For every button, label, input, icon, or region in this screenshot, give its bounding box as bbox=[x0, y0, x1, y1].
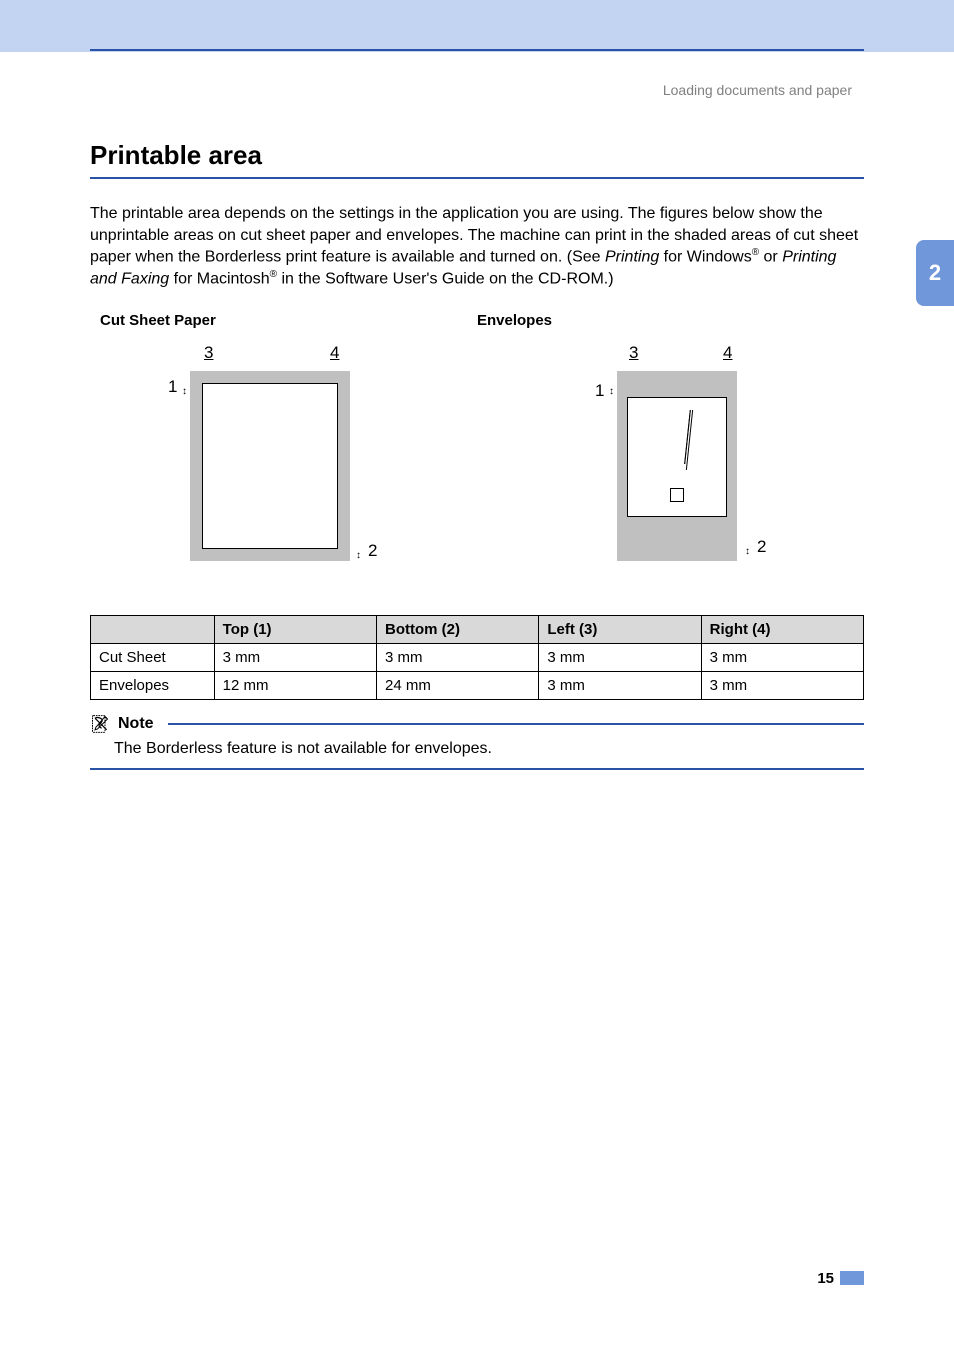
title-rule bbox=[90, 177, 864, 179]
registered-mark: ® bbox=[752, 247, 759, 258]
footer-accent bbox=[840, 1271, 864, 1285]
table-row: Cut Sheet 3 mm 3 mm 3 mm 3 mm bbox=[91, 644, 864, 672]
arrow-vertical-icon bbox=[745, 541, 750, 559]
intro-paragraph: The printable area depends on the settin… bbox=[90, 203, 864, 290]
cut-sheet-column: Cut Sheet Paper 1 3 4 2 bbox=[90, 312, 477, 571]
note-label: Note bbox=[118, 715, 154, 733]
margins-table: Top (1) Bottom (2) Left (3) Right (4) Cu… bbox=[90, 615, 864, 700]
note-bottom-rule bbox=[90, 768, 864, 770]
header-band bbox=[0, 0, 954, 52]
table-row: Envelopes 12 mm 24 mm 3 mm 3 mm bbox=[91, 672, 864, 700]
envelope-flap-line bbox=[663, 410, 693, 470]
cut-sheet-diagram: 1 3 4 2 bbox=[90, 341, 477, 571]
table-header-cell: Left (3) bbox=[539, 616, 701, 644]
note-header: Note bbox=[90, 714, 864, 734]
sheet-printable-area bbox=[202, 383, 338, 549]
table-cell: 3 mm bbox=[539, 672, 701, 700]
page-title: Printable area bbox=[90, 140, 864, 171]
diagram-label-4: 4 bbox=[330, 343, 339, 363]
chapter-tab: 2 bbox=[916, 240, 954, 306]
sheet-border bbox=[190, 371, 350, 561]
envelope-diagram: 1 3 4 2 bbox=[477, 341, 864, 571]
table-header-cell: Right (4) bbox=[701, 616, 863, 644]
breadcrumb: Loading documents and paper bbox=[663, 82, 852, 98]
table-cell: 3 mm bbox=[701, 672, 863, 700]
diagram-label-2: 2 bbox=[757, 537, 766, 557]
diagram-label-3: 3 bbox=[629, 343, 638, 363]
registered-mark: ® bbox=[270, 269, 277, 280]
table-header-cell: Top (1) bbox=[214, 616, 376, 644]
note-text: The Borderless feature is not available … bbox=[90, 740, 864, 758]
table-cell: 3 mm bbox=[701, 644, 863, 672]
cut-sheet-title: Cut Sheet Paper bbox=[100, 312, 477, 329]
table-header-cell bbox=[91, 616, 215, 644]
diagram-label-3: 3 bbox=[204, 343, 213, 363]
table-cell: 3 mm bbox=[214, 644, 376, 672]
envelopes-title: Envelopes bbox=[477, 312, 864, 329]
table-cell: 3 mm bbox=[377, 644, 539, 672]
header-rule bbox=[90, 49, 864, 51]
page-content: Printable area The printable area depend… bbox=[90, 140, 864, 770]
text-fragment: for Macintosh bbox=[169, 270, 269, 287]
table-header-cell: Bottom (2) bbox=[377, 616, 539, 644]
table-cell: 12 mm bbox=[214, 672, 376, 700]
table-cell: Envelopes bbox=[91, 672, 215, 700]
text-fragment: in the Software User's Guide on the CD-R… bbox=[277, 270, 614, 287]
arrow-vertical-icon bbox=[609, 381, 614, 399]
envelope-window bbox=[670, 488, 684, 502]
text-fragment: or bbox=[759, 249, 782, 266]
envelopes-column: Envelopes 1 3 4 2 bbox=[477, 312, 864, 571]
page-number: 15 bbox=[817, 1270, 834, 1287]
diagram-label-2: 2 bbox=[368, 541, 377, 561]
note-block: Note The Borderless feature is not avail… bbox=[90, 714, 864, 770]
diagram-label-1: 1 bbox=[595, 381, 604, 401]
note-rule bbox=[168, 723, 864, 725]
diagram-label-1: 1 bbox=[168, 377, 177, 397]
table-header-row: Top (1) Bottom (2) Left (3) Right (4) bbox=[91, 616, 864, 644]
diagram-label-4: 4 bbox=[723, 343, 732, 363]
envelope-printable-area bbox=[627, 397, 727, 517]
envelope-border bbox=[617, 371, 737, 561]
text-italic: Printing bbox=[605, 249, 659, 266]
table-cell: 24 mm bbox=[377, 672, 539, 700]
arrow-vertical-icon bbox=[356, 545, 361, 563]
text-fragment: for Windows bbox=[659, 249, 751, 266]
note-icon bbox=[90, 714, 110, 734]
arrow-vertical-icon bbox=[182, 381, 187, 399]
diagram-row: Cut Sheet Paper 1 3 4 2 Envelopes 1 3 bbox=[90, 312, 864, 571]
table-cell: 3 mm bbox=[539, 644, 701, 672]
table-cell: Cut Sheet bbox=[91, 644, 215, 672]
